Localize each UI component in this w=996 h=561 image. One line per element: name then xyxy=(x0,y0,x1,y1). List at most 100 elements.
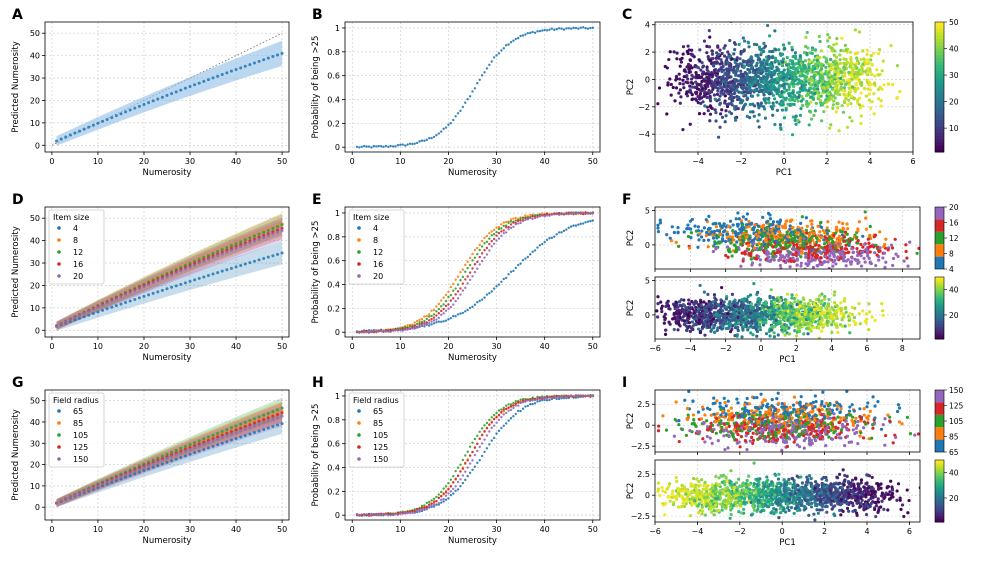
data-point xyxy=(867,327,871,332)
data-point xyxy=(678,82,682,86)
data-point xyxy=(790,319,795,323)
data-point xyxy=(756,119,760,123)
data-point xyxy=(855,56,859,60)
data-point xyxy=(500,227,503,230)
data-point xyxy=(817,336,821,339)
data-point xyxy=(485,234,489,238)
data-point xyxy=(536,30,539,33)
panel-D: 0 10 20 30 40 5001020304050NumerosityPredicte… xyxy=(11,192,290,363)
data-point xyxy=(772,72,776,76)
legend-label: 8 xyxy=(373,236,378,245)
data-point xyxy=(870,72,874,77)
data-point xyxy=(755,43,759,47)
data-point xyxy=(720,115,725,119)
data-point xyxy=(679,95,683,99)
data-point xyxy=(718,94,722,98)
y-tick-label: 30 xyxy=(30,74,40,83)
data-point xyxy=(206,253,210,257)
data-point xyxy=(437,312,441,315)
colorbar-gradient-step xyxy=(935,90,944,94)
data-point xyxy=(757,237,761,241)
data-point xyxy=(427,315,431,318)
data-point xyxy=(430,309,433,312)
x-tick-label: 50 xyxy=(277,157,287,166)
data-point xyxy=(765,80,769,85)
data-point xyxy=(816,314,820,318)
data-point xyxy=(723,85,727,89)
data-point xyxy=(762,58,766,62)
data-point xyxy=(820,246,824,250)
data-point xyxy=(248,236,252,240)
y-axis-label: Probability of being >25 xyxy=(311,36,321,139)
data-point xyxy=(867,256,871,261)
colorbar-gradient-step xyxy=(935,126,944,130)
data-point xyxy=(488,63,491,67)
data-point xyxy=(663,312,667,316)
data-point xyxy=(732,65,736,70)
data-point xyxy=(819,62,823,66)
data-point xyxy=(722,68,726,72)
data-point xyxy=(783,222,787,226)
data-point xyxy=(91,123,95,127)
data-point xyxy=(798,58,803,62)
y-tick-label: −2 xyxy=(638,103,650,112)
legend-marker xyxy=(57,238,61,242)
data-point xyxy=(202,255,206,259)
data-point xyxy=(834,262,838,266)
data-point xyxy=(790,102,794,106)
data-point xyxy=(695,73,699,78)
data-point xyxy=(757,125,761,129)
data-point xyxy=(816,96,820,101)
data-point xyxy=(461,282,465,285)
data-point xyxy=(78,316,82,320)
data-point xyxy=(761,323,766,327)
data-point xyxy=(808,110,813,114)
data-point xyxy=(589,212,592,215)
data-point xyxy=(733,116,738,120)
data-point xyxy=(370,146,373,149)
data-point xyxy=(656,295,660,299)
data-point xyxy=(782,90,786,94)
data-point xyxy=(695,90,699,94)
data-point xyxy=(696,327,701,331)
data-point xyxy=(697,112,702,116)
data-point xyxy=(495,54,498,57)
data-point xyxy=(825,247,829,252)
data-point xyxy=(719,58,723,62)
data-point xyxy=(800,69,805,73)
data-point xyxy=(821,89,825,93)
data-point xyxy=(681,78,685,82)
data-point xyxy=(804,240,808,244)
data-point xyxy=(440,299,443,302)
data-point xyxy=(801,97,805,101)
data-point xyxy=(262,58,266,62)
data-point xyxy=(759,104,763,108)
data-point xyxy=(738,227,742,231)
y-tick-label: 1 xyxy=(335,209,340,218)
data-point xyxy=(854,71,858,75)
data-point xyxy=(688,122,692,126)
data-point xyxy=(652,325,655,328)
data-point xyxy=(787,41,791,45)
data-point xyxy=(658,221,663,225)
data-point xyxy=(524,33,527,36)
data-point xyxy=(804,228,808,232)
data-point xyxy=(142,294,146,298)
data-point xyxy=(367,145,371,148)
data-point xyxy=(844,243,848,247)
data-point xyxy=(816,84,820,88)
data-point xyxy=(832,300,837,305)
data-point xyxy=(857,220,861,224)
data-point xyxy=(490,60,493,63)
data-point xyxy=(856,229,860,233)
data-point xyxy=(370,330,373,333)
data-point xyxy=(783,47,787,51)
data-point xyxy=(839,256,843,260)
data-point xyxy=(877,73,881,77)
data-point xyxy=(262,256,266,260)
y-tick-label: 1 xyxy=(335,24,340,33)
data-point xyxy=(769,234,774,238)
data-point xyxy=(698,283,702,288)
data-point xyxy=(468,278,472,282)
